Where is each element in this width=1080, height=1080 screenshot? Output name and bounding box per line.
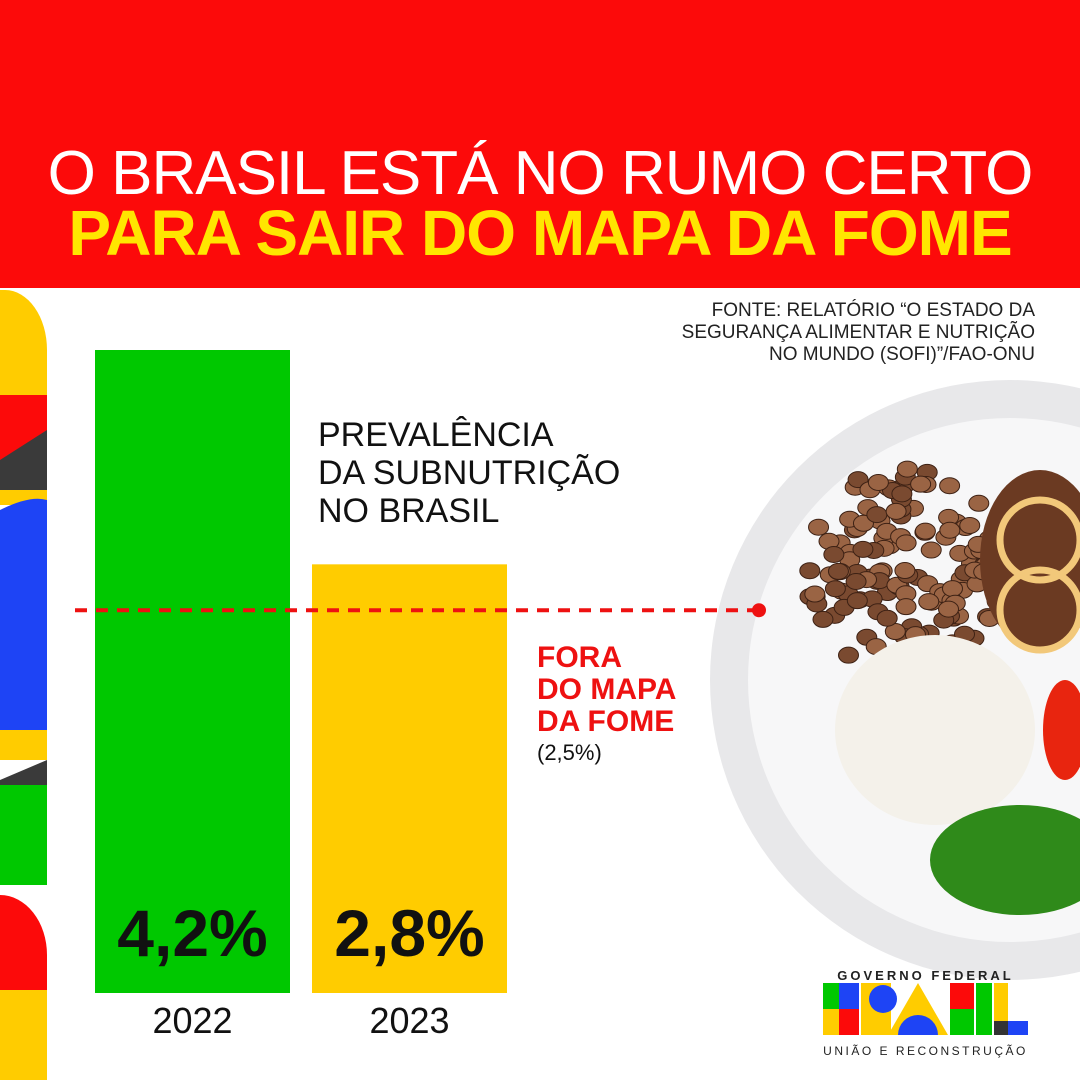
source-line: SEGURANÇA ALIMENTAR E NUTRIÇÃO [681,322,1035,343]
chart-title-line: DA SUBNUTRIÇÃO [318,454,621,492]
headline-line1: O BRASIL ESTÁ NO RUMO CERTO [47,139,1034,208]
logo-top-text: GOVERNO FEDERAL [837,968,1014,983]
source-note: FONTE: RELATÓRIO “O ESTADO DA SEGURANÇA … [682,300,1035,366]
chart-title: PREVALÊNCIA DA SUBNUTRIÇÃO NO BRASIL [318,416,620,530]
source-line: NO MUNDO (SOFI)”/FAO-ONU [769,344,1035,365]
annotation-line: FORA [537,641,622,674]
source-line: FONTE: RELATÓRIO “O ESTADO DA [711,300,1035,321]
annotation-line: DO MAPA [537,673,677,706]
bar-value-label: 4,2% [117,896,267,970]
annotation-line: DA FOME [537,705,675,738]
x-tick-label: 2023 [369,1000,449,1041]
threshold-value: (2,5%) [537,740,602,765]
threshold-marker [752,603,766,618]
x-tick-label: 2022 [152,1000,232,1041]
chart-title-line: NO BRASIL [318,492,500,530]
bar-2023 [312,564,507,993]
threshold-annotation: FORA DO MAPA DA FOME (2,5%) [537,642,676,768]
bar-value-label: 2,8% [334,896,484,970]
governo-federal-logo: GOVERNO FEDERAL UNIÃO E RECONSTRUÇÃO [818,968,1033,1058]
decorative-side-pattern [0,290,47,1080]
chart-title-line: PREVALÊNCIA [318,416,554,454]
headline-line2: PARA SAIR DO MAPA DA FOME [68,197,1012,269]
header-banner: O BRASIL ESTÁ NO RUMO CERTO PARA SAIR DO… [0,0,1080,288]
logo-bottom-text: UNIÃO E RECONSTRUÇÃO [823,1044,1028,1058]
bar-2022 [95,350,290,993]
brasil-logo-mark [823,983,1028,1055]
